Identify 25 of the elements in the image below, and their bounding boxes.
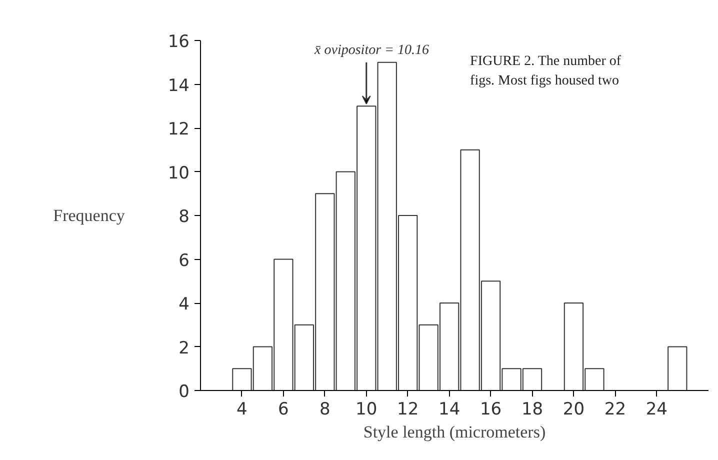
y-tick-label: 16 [168, 32, 190, 52]
x-tick-label: 20 [562, 400, 585, 420]
x-tick-label: 4 [236, 400, 248, 420]
y-tick-label: 0 [178, 382, 190, 402]
annotation: x̄ ovipositor = 10.16 [314, 43, 429, 58]
y-tick-label: 12 [168, 120, 190, 140]
x-tick-label: 16 [480, 400, 502, 420]
x-axis-title: Style length (micrometers) [363, 422, 546, 442]
y-tick-label: 8 [178, 207, 190, 227]
x-tick-label: 18 [521, 400, 544, 420]
x-tick-label: 14 [438, 400, 460, 420]
y-tick-label: 10 [168, 163, 190, 184]
x-tick-label: 8 [320, 400, 330, 420]
x-tick-label: 24 [646, 400, 668, 420]
x-tick-label: 12 [397, 400, 419, 420]
x-tick-label: 22 [604, 400, 626, 420]
annotation: FIGURE 2. The number of [470, 54, 622, 69]
x-tick-label: 6 [278, 400, 289, 420]
y-tick-label: 4 [178, 294, 190, 314]
x-tick-label: 10 [356, 400, 378, 420]
y-axis-title: Frequency [53, 206, 126, 225]
y-tick-label: 2 [178, 338, 190, 358]
y-tick-label: 6 [178, 250, 190, 271]
annotation: figs. Most figs housed two [470, 74, 620, 89]
y-tick-label: 14 [168, 76, 190, 96]
